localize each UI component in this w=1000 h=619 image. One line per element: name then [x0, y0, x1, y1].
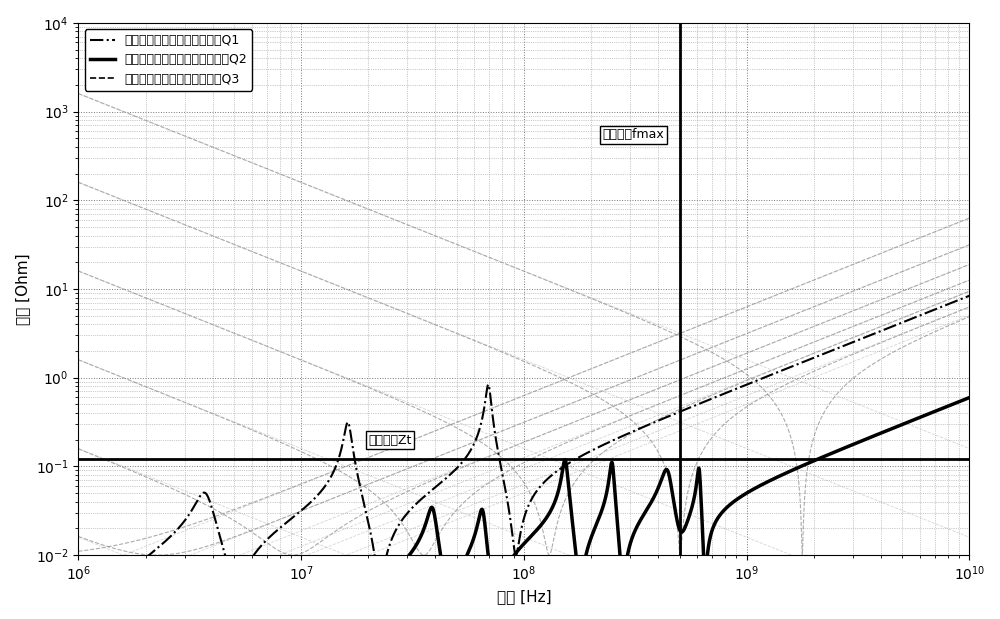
优化后的电源分配网络阻抗曲线Q2 [850, 439, 862, 447]
初始的电源分配网络阻抗曲线Q1 [453, 462, 465, 470]
Text: 目标频率fmax: 目标频率fmax [602, 128, 664, 141]
已选用并联电容器的阻抗曲线Q3 [850, 321, 862, 329]
初始的电源分配网络阻抗曲线Q1 [227, 578, 239, 585]
初始的电源分配网络阻抗曲线Q1 [963, 292, 975, 300]
X-axis label: 频率 [Hz]: 频率 [Hz] [497, 589, 551, 604]
初始的电源分配网络阻抗曲线Q1 [414, 496, 426, 504]
已选用并联电容器的阻抗曲线Q3 [453, 504, 465, 511]
已选用并联电容器的阻抗曲线Q3 [946, 284, 958, 291]
优化后的电源分配网络阻抗曲线Q2 [414, 534, 426, 542]
Line: 初始的电源分配网络阻抗曲线Q1: 初始的电源分配网络阻抗曲线Q1 [78, 296, 969, 587]
Text: 目标阻抗Zt: 目标阻抗Zt [368, 434, 412, 447]
已选用并联电容器的阻抗曲线Q3 [963, 277, 975, 284]
已选用并联电容器的阻抗曲线Q3 [72, 356, 84, 363]
Line: 已选用并联电容器的阻抗曲线Q3: 已选用并联电容器的阻抗曲线Q3 [78, 280, 969, 555]
Legend: 初始的电源分配网络阻抗曲线Q1, 优化后的电源分配网络阻抗曲线Q2, 已选用并联电容器的阻抗曲线Q3: 初始的电源分配网络阻抗曲线Q1, 优化后的电源分配网络阻抗曲线Q2, 已选用并联… [85, 29, 252, 90]
优化后的电源分配网络阻抗曲线Q2 [453, 572, 465, 579]
初始的电源分配网络阻抗曲线Q1 [946, 299, 958, 306]
初始的电源分配网络阻抗曲线Q1 [101, 583, 113, 591]
优化后的电源分配网络阻抗曲线Q2 [174, 613, 186, 619]
已选用并联电容器的阻抗曲线Q3 [414, 549, 426, 556]
初始的电源分配网络阻抗曲线Q1 [174, 522, 186, 530]
已选用并联电容器的阻抗曲线Q3 [227, 418, 239, 426]
Y-axis label: 阻抗 [Ohm]: 阻抗 [Ohm] [15, 253, 30, 325]
已选用并联电容器的阻抗曲线Q3 [174, 397, 186, 404]
初始的电源分配网络阻抗曲线Q1 [72, 556, 84, 563]
优化后的电源分配网络阻抗曲线Q2 [963, 394, 975, 401]
Line: 优化后的电源分配网络阻抗曲线Q2: 优化后的电源分配网络阻抗曲线Q2 [78, 397, 969, 619]
优化后的电源分配网络阻抗曲线Q2 [227, 615, 239, 619]
初始的电源分配网络阻抗曲线Q1 [850, 337, 862, 345]
已选用并联电容器的阻抗曲线Q3 [418, 552, 430, 559]
优化后的电源分配网络阻抗曲线Q2 [946, 401, 958, 409]
